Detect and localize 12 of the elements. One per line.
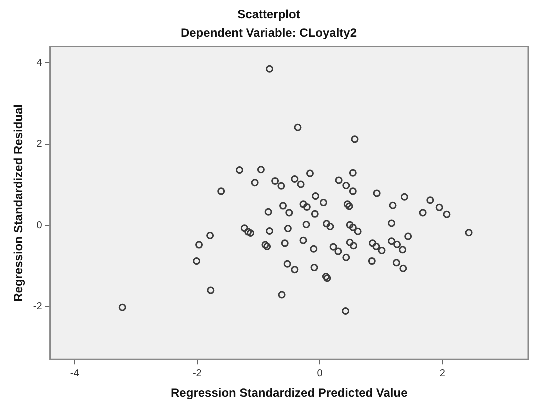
y-axis-title: Regression Standardized Residual — [12, 104, 26, 302]
x-tick-label: -4 — [70, 368, 80, 380]
chart-title: Scatterplot — [238, 8, 300, 22]
y-tick-label: 0 — [36, 220, 43, 232]
y-tick-label: -2 — [33, 302, 43, 313]
x-axis-title: Regression Standardized Predicted Value — [171, 386, 408, 400]
y-tick-label: 4 — [36, 58, 43, 69]
x-tick-label: 0 — [317, 368, 324, 380]
x-tick-label: -2 — [192, 368, 202, 380]
chart-subtitle: Dependent Variable: CLoyalty2 — [180, 26, 358, 40]
y-tick-label: 2 — [36, 139, 43, 150]
x-tick-label: 2 — [440, 368, 446, 380]
